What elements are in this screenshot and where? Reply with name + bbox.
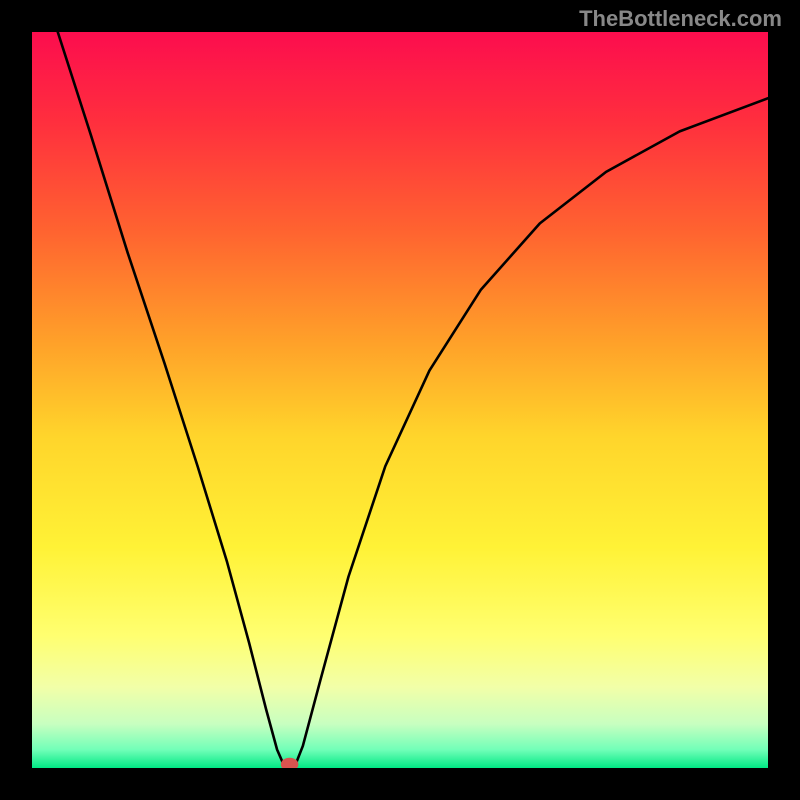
watermark-text: TheBottleneck.com	[579, 6, 782, 32]
bottleneck-chart	[32, 32, 768, 768]
